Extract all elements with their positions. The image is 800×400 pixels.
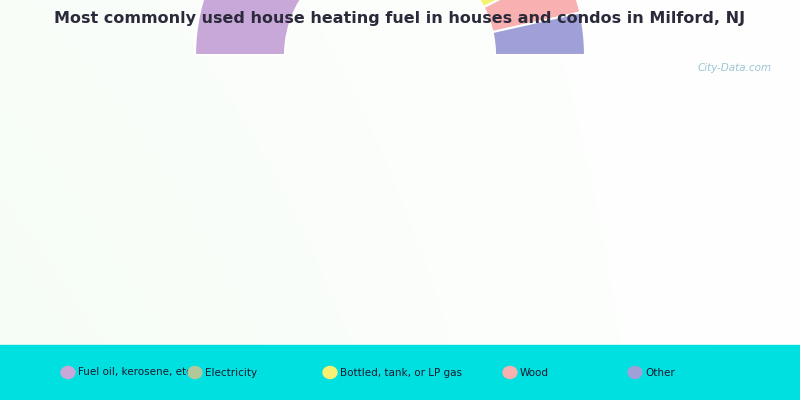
Text: Fuel oil, kerosene, etc.: Fuel oil, kerosene, etc. [78, 368, 195, 378]
Wedge shape [459, 0, 564, 7]
Text: Most commonly used house heating fuel in houses and condos in Milford, NJ: Most commonly used house heating fuel in… [54, 10, 746, 26]
Wedge shape [483, 0, 580, 32]
Ellipse shape [628, 366, 642, 378]
Bar [0, 345, 800, 400]
Ellipse shape [188, 366, 202, 378]
Text: Electricity: Electricity [205, 368, 257, 378]
Wedge shape [195, 0, 426, 55]
Wedge shape [493, 12, 585, 55]
Text: City-Data.com: City-Data.com [698, 63, 772, 73]
Ellipse shape [323, 366, 337, 378]
Ellipse shape [61, 366, 75, 378]
Text: Other: Other [645, 368, 674, 378]
Text: Bottled, tank, or LP gas: Bottled, tank, or LP gas [340, 368, 462, 378]
Ellipse shape [503, 366, 517, 378]
Text: Wood: Wood [520, 368, 549, 378]
